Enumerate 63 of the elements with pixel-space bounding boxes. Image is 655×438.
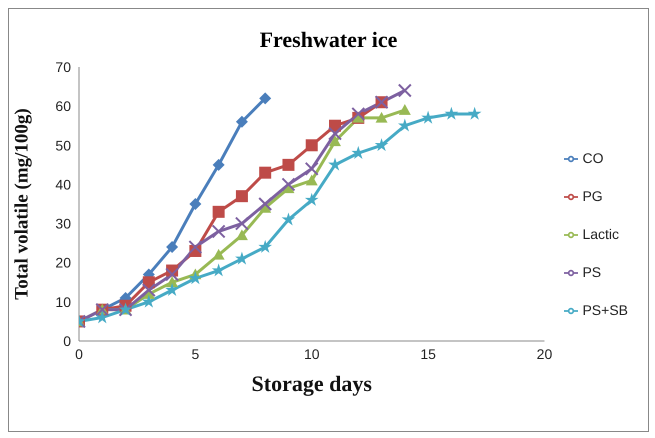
legend-label: Lactic <box>582 226 620 242</box>
point <box>234 216 249 231</box>
point <box>165 267 180 282</box>
point <box>304 192 319 206</box>
point <box>95 310 110 324</box>
point <box>165 282 179 296</box>
point <box>444 106 458 120</box>
point <box>236 116 248 128</box>
x-tick-label: 20 <box>536 346 552 362</box>
point <box>235 252 249 265</box>
x-tick-label: 5 <box>191 346 200 362</box>
y-axis-title: Total volatile (mg/100g) <box>12 108 33 300</box>
point <box>166 241 178 254</box>
point <box>212 158 225 171</box>
y-tick-label: 10 <box>55 294 72 310</box>
point <box>328 158 342 171</box>
point <box>421 110 435 124</box>
point <box>259 166 272 179</box>
point <box>306 139 318 152</box>
point <box>189 198 202 210</box>
y-tick-label: 0 <box>63 332 72 349</box>
point <box>329 135 342 146</box>
point <box>236 229 248 240</box>
point <box>188 240 202 254</box>
y-tick-label: 70 <box>55 58 72 75</box>
point <box>282 212 296 226</box>
point <box>212 248 225 260</box>
y-tick-label: 60 <box>55 98 72 114</box>
point <box>398 104 411 115</box>
x-tick-label: 15 <box>420 346 436 362</box>
point <box>212 206 225 218</box>
point <box>328 126 342 141</box>
point <box>468 106 482 120</box>
y-tick-label: 40 <box>55 176 72 192</box>
point <box>188 271 202 284</box>
point <box>281 177 296 192</box>
point <box>259 92 272 104</box>
point <box>258 240 272 253</box>
point <box>258 197 272 211</box>
point <box>142 283 156 298</box>
legend-label: PS <box>582 264 602 280</box>
chart-title: Freshwater ice <box>258 26 398 54</box>
point <box>376 112 388 123</box>
legend-label: PG <box>582 188 603 204</box>
point <box>304 162 319 176</box>
legend-label: PS+SB <box>582 302 628 318</box>
y-tick-label: 30 <box>55 216 72 232</box>
y-tick-label: 50 <box>55 137 72 154</box>
point <box>142 294 156 308</box>
y-tick-label: 20 <box>55 254 72 271</box>
x-axis-title: Storage days <box>252 371 372 396</box>
point <box>212 224 226 238</box>
x-tick-label: 10 <box>304 346 320 362</box>
legend-label: CO <box>582 150 604 166</box>
x-tick-label: 0 <box>75 346 84 362</box>
point <box>282 158 294 171</box>
point <box>351 106 366 121</box>
point <box>166 276 178 288</box>
point <box>236 190 248 202</box>
point <box>306 174 318 186</box>
point <box>374 138 388 152</box>
point <box>212 263 226 276</box>
point <box>398 83 412 98</box>
